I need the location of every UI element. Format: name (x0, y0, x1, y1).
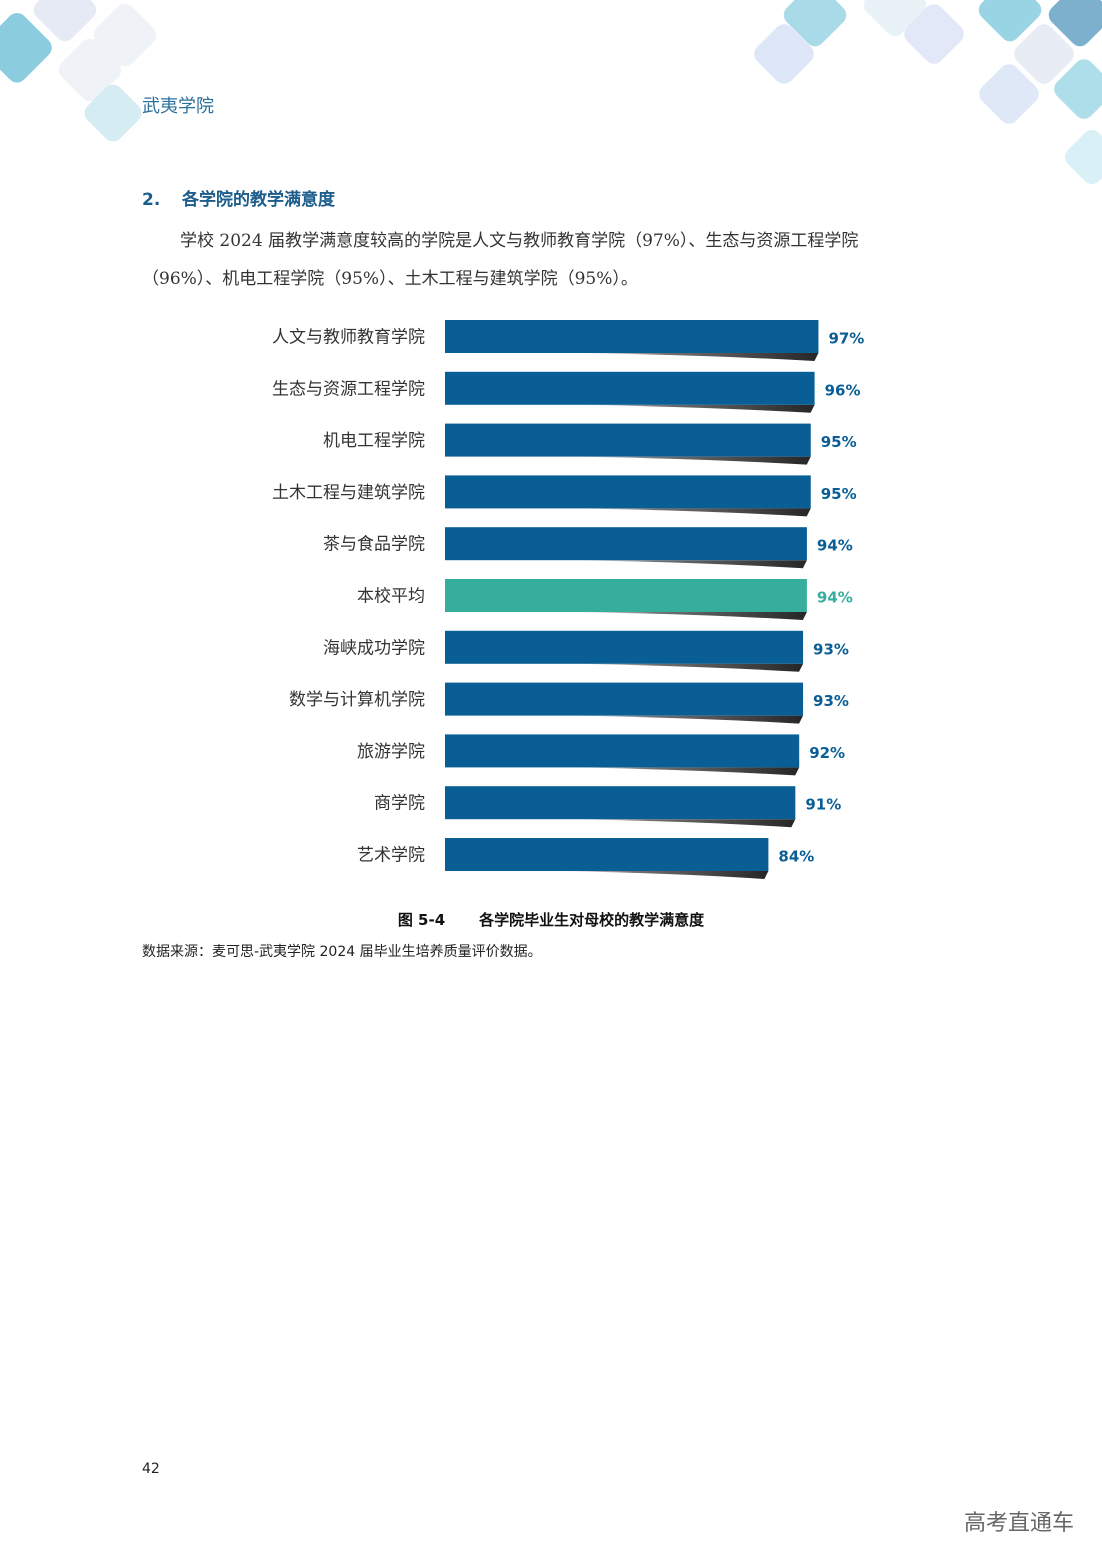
bar (445, 423, 811, 457)
category-label: 海峡成功学院 (323, 638, 425, 658)
value-label: 95% (821, 485, 857, 503)
value-label: 96% (825, 381, 861, 399)
school-name-header: 武夷学院 (142, 96, 214, 117)
section-paragraph: 学校 2024 届教学满意度较高的学院是人文与教师教育学院（97%）、生态与资源… (142, 222, 962, 298)
bar (445, 734, 800, 768)
value-label: 93% (813, 692, 849, 710)
bar-shadow (573, 456, 811, 465)
value-label: 95% (821, 433, 857, 451)
bar-shadow (571, 560, 807, 569)
bar (445, 320, 819, 353)
bar-shadow (574, 404, 815, 413)
value-label: 91% (805, 796, 841, 814)
page-number: 42 (142, 1461, 160, 1477)
bar (445, 838, 769, 871)
value-label: 93% (813, 640, 849, 658)
bar-shadow (570, 663, 804, 672)
bar-shadow (575, 353, 819, 361)
bar-shadow (568, 767, 800, 776)
watermark-text: 高考直通车 (963, 1511, 1074, 1536)
bar (445, 527, 807, 561)
data-source-note: 数据来源：麦可思-武夷学院 2024 届毕业生培养质量评价数据。 (142, 944, 542, 960)
bar (445, 579, 807, 612)
value-label: 97% (828, 330, 864, 348)
bar (445, 630, 804, 664)
category-label: 旅游学院 (357, 742, 425, 762)
paragraph-line-1: 学校 2024 届教学满意度较高的学院是人文与教师教育学院（97%）、生态与资源… (180, 231, 859, 251)
value-label: 92% (809, 744, 845, 762)
figure-title: 各学院毕业生对母校的教学满意度 (479, 911, 705, 929)
bar (445, 475, 811, 509)
category-label: 人文与教师教育学院 (272, 328, 425, 348)
bar-shadow (573, 508, 811, 517)
category-label: 本校平均 (357, 587, 425, 607)
value-label: 94% (817, 589, 853, 607)
category-label: 土木工程与建筑学院 (272, 483, 425, 503)
category-label: 生态与资源工程学院 (272, 379, 425, 399)
category-label: 机电工程学院 (323, 431, 425, 451)
category-label: 茶与食品学院 (323, 535, 425, 555)
figure-number: 图 5-4 (397, 911, 446, 929)
category-label: 商学院 (374, 794, 425, 814)
category-label: 艺术学院 (357, 846, 425, 866)
bar (445, 786, 796, 820)
bar-shadow (567, 819, 796, 828)
bar-shadow (570, 715, 804, 724)
bar (445, 682, 804, 716)
section-title: 各学院的教学满意度 (182, 190, 335, 210)
decorative-tiles (0, 0, 1102, 184)
bar-shadow (571, 612, 807, 620)
section-heading: 2. 各学院的教学满意度 (142, 185, 335, 210)
section-number: 2. (142, 190, 161, 210)
value-label: 94% (817, 537, 853, 555)
bar-shadow (558, 871, 769, 879)
value-label: 84% (778, 848, 814, 866)
paragraph-line-2: （96%）、机电工程学院（95%）、土木工程与建筑学院（95%）。 (142, 269, 638, 289)
bar-chart: 人文与教师教育学院 97% 生态与资源工程学院 96% 机电工程学院 95% 土木工程与建筑… (272, 320, 864, 879)
category-label: 数学与计算机学院 (289, 690, 425, 710)
figure-caption: 图 5-4 各学院毕业生对母校的教学满意度 (0, 909, 1102, 930)
bar (445, 371, 815, 405)
